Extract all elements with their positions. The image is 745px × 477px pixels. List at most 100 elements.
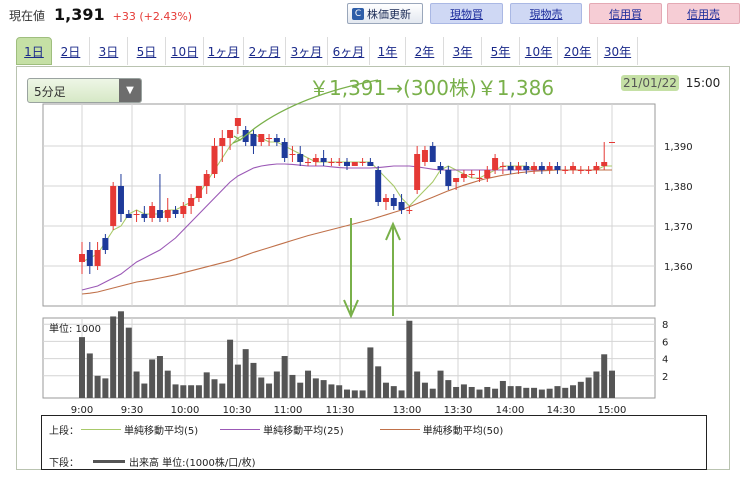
candle-up (312, 158, 319, 162)
candle-down (523, 166, 530, 170)
price-tick-label: 1,380 (664, 182, 693, 193)
volume-bar (406, 320, 413, 398)
volume-bar (344, 389, 350, 398)
volume-bar (593, 371, 600, 398)
ma50-line (81, 169, 612, 295)
volume-bar (484, 386, 491, 398)
refresh-price-label: 株価更新 (367, 7, 411, 21)
legend-volume-swatch (93, 460, 125, 463)
annotation-up-arrowhead (385, 221, 401, 241)
buy-margin-button[interactable]: 信用買 (589, 3, 662, 24)
annotation-curve-arrowhead (232, 135, 242, 144)
annotation-curve-arrow (239, 79, 379, 141)
sell-spot-button[interactable]: 現物売 (510, 3, 582, 24)
legend-ma50-label: 単純移動平均(50) (422, 426, 504, 437)
candle-up (562, 170, 569, 171)
tab-range-9[interactable]: 6ヶ月 (328, 37, 370, 65)
candle-down (102, 238, 109, 250)
tab-range-4[interactable]: 5日 (128, 37, 166, 65)
range-tabs: 1日 2日 3日 5日 10日 1ヶ月 2ヶ月 3ヶ月 6ヶ月 1年 2年 3年 5年 10年 20年 30年 (16, 37, 638, 65)
volume-bar (468, 386, 475, 398)
volume-bar (133, 371, 140, 398)
chart-date: 21/01/22 (621, 75, 679, 91)
volume-tick-label: 8 (662, 320, 668, 331)
candle-up (414, 154, 421, 190)
candle-up (585, 170, 592, 171)
tab-range-14[interactable]: 10年 (520, 37, 558, 65)
legend-ma25-label: 単純移動平均(25) (263, 426, 344, 437)
tab-range-6[interactable]: 1ヶ月 (204, 37, 244, 65)
refresh-icon: C (352, 7, 364, 20)
x-tick-label: 15:00 (598, 405, 627, 416)
volume-bar (297, 382, 304, 398)
candle-down (86, 250, 93, 266)
interval-select[interactable]: 5分足 ▼ (27, 78, 142, 103)
volume-bar (546, 388, 553, 398)
tab-range-7[interactable]: 2ヶ月 (244, 37, 286, 65)
tab-range-13[interactable]: 5年 (482, 37, 520, 65)
candle-up (227, 130, 234, 138)
candle-up (195, 186, 202, 198)
candle-up (164, 210, 171, 218)
candle-up (149, 206, 156, 218)
tab-range-12[interactable]: 3年 (444, 37, 482, 65)
volume-bar (445, 380, 452, 398)
candle-up (468, 174, 475, 175)
candle-down (156, 210, 163, 218)
x-tick-label: 11:00 (274, 405, 303, 416)
annotation-down-arrowhead (343, 299, 359, 319)
volume-bar (562, 387, 569, 398)
chart-time: 15:00 (685, 76, 721, 90)
x-tick-label: 13:00 (393, 405, 422, 416)
legend-lower-label: 下段： (49, 458, 79, 469)
tab-range-16[interactable]: 30年 (598, 37, 638, 65)
tab-range-8[interactable]: 3ヶ月 (286, 37, 328, 65)
tab-range-2[interactable]: 2日 (52, 37, 90, 65)
tab-range-5[interactable]: 10日 (166, 37, 204, 65)
legend-upper-label: 上段： (49, 426, 79, 437)
candle-up (570, 166, 577, 170)
volume-bar (164, 370, 171, 398)
current-price-label: 現在値 (9, 9, 46, 23)
tab-range-1[interactable]: 1日 (16, 37, 52, 65)
tab-range-15[interactable]: 20年 (558, 37, 598, 65)
volume-bar (476, 389, 483, 398)
x-tick-label: 9:30 (121, 405, 143, 416)
volume-bar (531, 387, 538, 398)
legend-volume-label: 出来高 単位:(1000株/口/枚) (129, 458, 256, 469)
legend-ma50-swatch (379, 429, 420, 430)
volume-bar (499, 380, 506, 398)
price-tick-label: 1,390 (664, 142, 693, 153)
volume-bar (141, 383, 148, 398)
candle-down (367, 162, 374, 166)
trade-annotation: ￥1,391→(300株)￥1,386 (309, 76, 555, 100)
buy-spot-button[interactable]: 現物買 (430, 3, 503, 24)
legend-lower-row: 下段： 出来高 単位:(1000株/口/枚) (49, 454, 256, 469)
tab-range-11[interactable]: 2年 (406, 37, 444, 65)
sell-margin-button[interactable]: 信用売 (667, 3, 740, 24)
candle-up (609, 142, 615, 143)
volume-bar (273, 371, 280, 398)
candle-up (351, 162, 358, 166)
volume-bar (382, 382, 389, 398)
tab-range-10[interactable]: 1年 (370, 37, 406, 65)
candle-down (390, 198, 397, 206)
volume-bar (577, 381, 584, 398)
candle-up (79, 254, 85, 262)
candle-down (429, 146, 436, 162)
refresh-price-button[interactable]: C 株価更新 (347, 3, 423, 24)
candle-up (110, 186, 117, 226)
candle-up (460, 174, 467, 178)
volume-bar (538, 389, 545, 398)
volume-bar (336, 385, 343, 398)
candle-up (258, 134, 265, 142)
candle-up (484, 170, 491, 178)
volume-bar (102, 378, 109, 398)
volume-bar (242, 349, 249, 398)
volume-bar (453, 386, 460, 398)
candle-up (421, 150, 428, 162)
volume-tick-label: 4 (662, 355, 668, 366)
candle-up (180, 206, 187, 214)
tab-range-3[interactable]: 3日 (90, 37, 128, 65)
